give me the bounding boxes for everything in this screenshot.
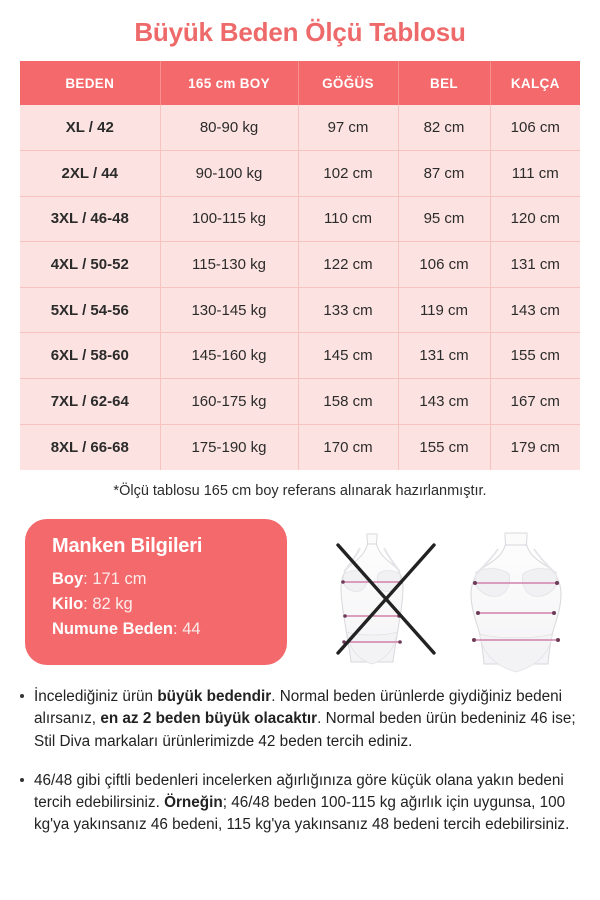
list-item: 46/48 gibi çiftli bedenleri incelerken a… [18, 770, 584, 837]
column-header-bel: BEL [398, 61, 491, 105]
cell-boy: 130-145 kg [160, 287, 299, 334]
cell-boy: 175-190 kg [160, 424, 299, 470]
cell-gogus: 158 cm [298, 378, 399, 425]
cell-beden: 5XL / 54-56 [20, 287, 161, 334]
model-info-height: Boy: 171 cm [52, 567, 287, 592]
cell-bel: 155 cm [398, 424, 491, 470]
model-info-height-value: 171 cm [92, 570, 147, 588]
model-info-weight: Kilo: 82 kg [52, 592, 287, 617]
cell-beden: 7XL / 62-64 [20, 378, 161, 425]
cell-bel: 131 cm [398, 332, 491, 380]
cell-beden: 4XL / 50-52 [20, 241, 161, 288]
cell-gogus: 102 cm [298, 150, 399, 197]
waist-measure-line [476, 611, 556, 615]
note-text: 46/48 gibi çiftli bedenleri incelerken a… [34, 771, 570, 834]
cell-gogus: 97 cm [298, 105, 399, 152]
model-info-height-label: Boy [52, 570, 84, 588]
cell-bel: 87 cm [398, 150, 491, 197]
cell-kalca: 155 cm [490, 332, 580, 380]
cell-bel: 82 cm [398, 105, 491, 152]
size-table: BEDEN 165 cm BOY GÖĞÜS BEL KALÇA XL / 42… [20, 61, 580, 470]
table-row: XL / 42 80-90 kg 97 cm 82 cm 106 cm [20, 105, 580, 152]
cell-gogus: 110 cm [298, 196, 399, 243]
model-info-card: Manken Bilgileri Boy: 171 cm Kilo: 82 kg… [25, 519, 287, 665]
notes-list: İncelediğiniz ürün büyük bedendir. Norma… [18, 686, 584, 854]
column-header-boy: 165 cm BOY [160, 61, 299, 105]
cell-boy: 90-100 kg [160, 150, 299, 197]
list-item: İncelediğiniz ürün büyük bedendir. Norma… [18, 686, 584, 753]
model-info-sample-size-label: Numune Beden [52, 620, 174, 638]
cell-beden: 6XL / 58-60 [20, 332, 161, 380]
model-info-height-separator: : [83, 570, 93, 588]
note-text: İncelediğiniz ürün büyük bedendir. Norma… [34, 688, 576, 750]
cell-beden: XL / 42 [20, 105, 161, 152]
cell-bel: 106 cm [398, 241, 491, 288]
cell-gogus: 122 cm [298, 241, 399, 288]
cell-beden: 8XL / 66-68 [20, 424, 161, 470]
model-info-title: Manken Bilgileri [52, 535, 203, 557]
table-row: 3XL / 46-48 100-115 kg 110 cm 95 cm 120 … [20, 196, 580, 243]
cell-kalca: 143 cm [490, 287, 580, 334]
column-header-beden: BEDEN [20, 61, 161, 105]
table-row: 2XL / 44 90-100 kg 102 cm 87 cm 111 cm [20, 150, 580, 197]
model-info-weight-value: 82 kg [92, 595, 133, 613]
bullet-icon [20, 694, 24, 698]
cell-boy: 145-160 kg [160, 332, 299, 380]
model-info-sample-size-value: 44 [182, 620, 201, 638]
cell-gogus: 145 cm [298, 332, 399, 380]
page-title: Büyük Beden Ölçü Tablosu [134, 17, 466, 47]
cell-kalca: 167 cm [490, 378, 580, 425]
cell-boy: 100-115 kg [160, 196, 299, 243]
table-row: 4XL / 50-52 115-130 kg 122 cm 106 cm 131… [20, 241, 580, 288]
cell-beden: 3XL / 46-48 [20, 196, 161, 243]
model-info-sample-size-separator: : [173, 620, 183, 638]
cell-boy: 115-130 kg [160, 241, 299, 288]
cell-kalca: 106 cm [490, 105, 580, 152]
cell-kalca: 120 cm [490, 196, 580, 243]
model-info-sample-size: Numune Beden: 44 [52, 617, 287, 642]
body-figures [310, 512, 595, 677]
cell-bel: 143 cm [398, 378, 491, 425]
table-row: 8XL / 66-68 175-190 kg 170 cm 155 cm 179… [20, 424, 580, 470]
column-header-kalca: KALÇA [490, 61, 580, 105]
cell-boy: 160-175 kg [160, 378, 299, 425]
table-row: 5XL / 54-56 130-145 kg 133 cm 119 cm 143… [20, 287, 580, 334]
model-info-weight-separator: : [83, 595, 93, 613]
bullet-icon [20, 777, 24, 782]
hip-measure-line [472, 638, 560, 642]
table-row: 7XL / 62-64 160-175 kg 158 cm 143 cm 167… [20, 378, 580, 425]
cell-bel: 95 cm [398, 196, 491, 243]
bust-measure-line [473, 581, 559, 585]
table-header-row: BEDEN 165 cm BOY GÖĞÜS BEL KALÇA [20, 61, 580, 105]
plus-size-body-icon [470, 532, 562, 673]
table-header: BEDEN 165 cm BOY GÖĞÜS BEL KALÇA [20, 61, 580, 105]
cell-kalca: 179 cm [490, 424, 580, 470]
cell-boy: 80-90 kg [160, 105, 299, 152]
cell-bel: 119 cm [398, 287, 491, 334]
cell-kalca: 111 cm [490, 150, 580, 197]
cell-kalca: 131 cm [490, 241, 580, 288]
column-header-gogus: GÖĞÜS [298, 61, 399, 105]
cell-beden: 2XL / 44 [20, 150, 161, 197]
table-row: 6XL / 58-60 145-160 kg 145 cm 131 cm 155… [20, 332, 580, 380]
model-info-weight-label: Kilo [52, 595, 84, 613]
slim-body-icon [336, 533, 436, 665]
cross-out-icon [336, 543, 436, 655]
table-body: XL / 42 80-90 kg 97 cm 82 cm 106 cm 2XL … [20, 105, 580, 470]
cell-gogus: 133 cm [298, 287, 399, 334]
size-table-container: BEDEN 165 cm BOY GÖĞÜS BEL KALÇA XL / 42… [20, 61, 580, 470]
cell-gogus: 170 cm [298, 424, 399, 470]
table-footnote: *Ölçü tablosu 165 cm boy referans alınar… [113, 483, 487, 499]
